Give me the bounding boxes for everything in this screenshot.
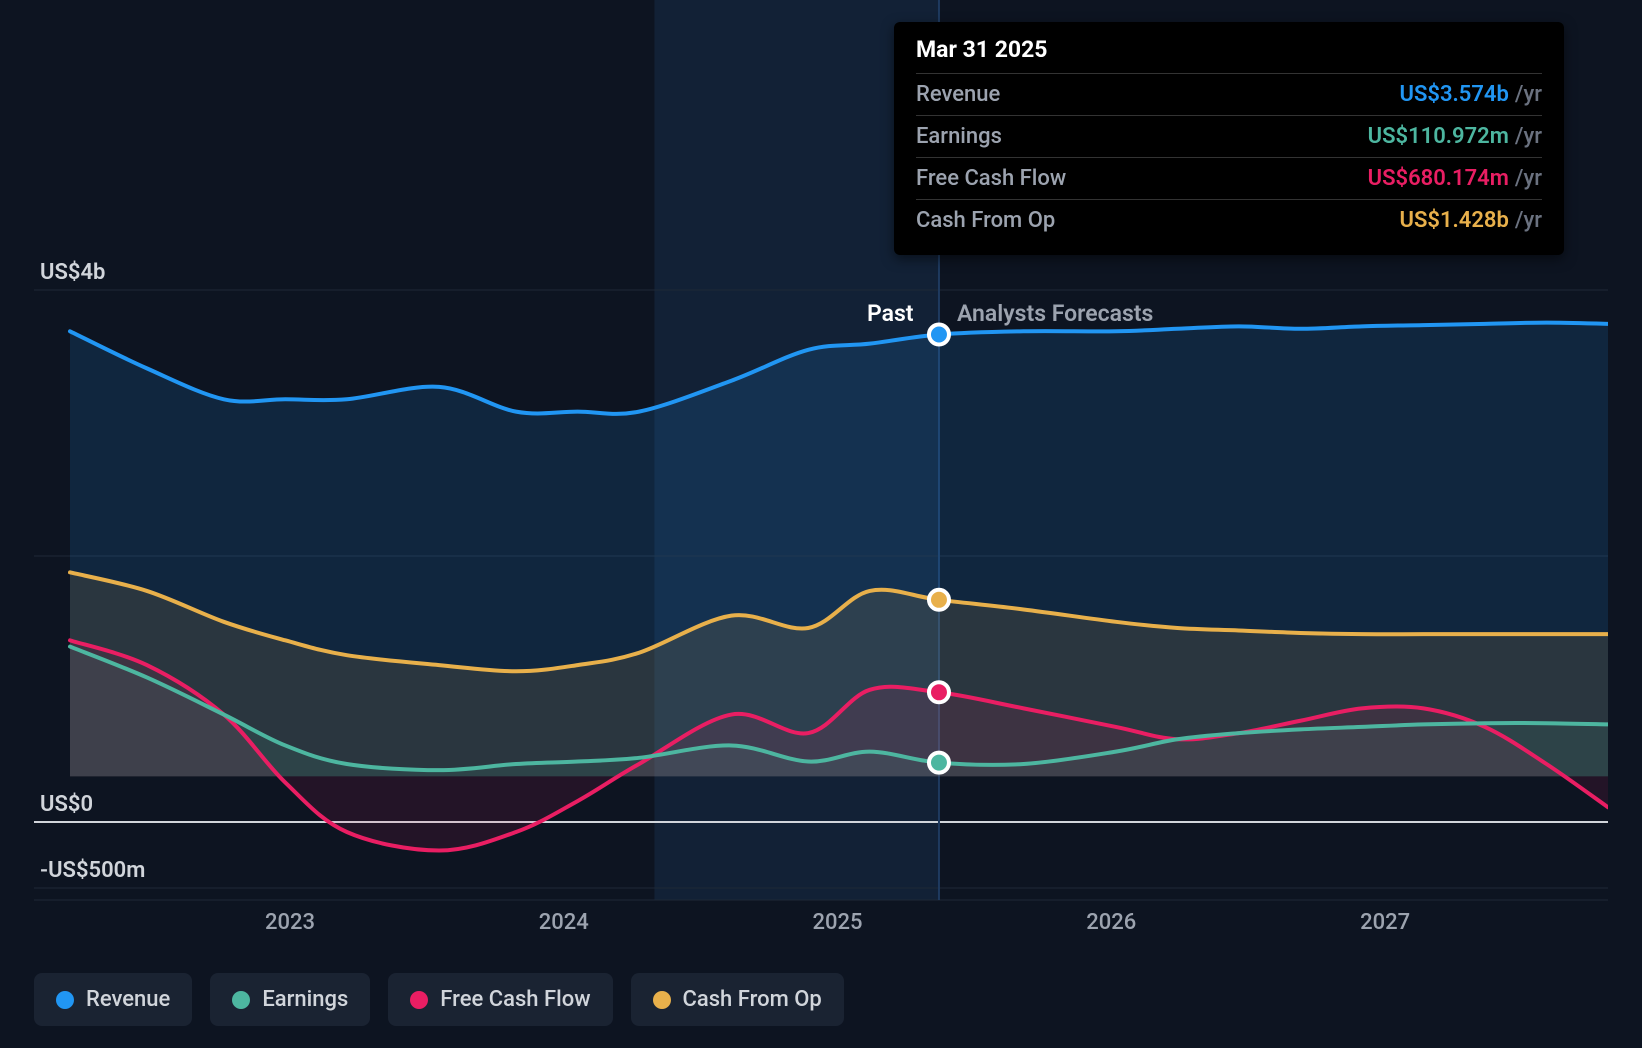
- legend-label: Revenue: [86, 987, 170, 1012]
- legend-dot-icon: [56, 991, 74, 1009]
- tooltip-value-wrap: US$1.428b/yr: [1400, 208, 1543, 233]
- legend-label: Free Cash Flow: [440, 987, 590, 1012]
- tooltip-label: Revenue: [916, 82, 1000, 107]
- x-axis-label: 2026: [1086, 910, 1136, 935]
- tooltip-value-wrap: US$3.574b/yr: [1400, 82, 1543, 107]
- legend-label: Cash From Op: [683, 987, 822, 1012]
- marker-revenue: [929, 324, 949, 344]
- tooltip-date: Mar 31 2025: [916, 36, 1542, 74]
- tooltip-unit: /yr: [1515, 82, 1542, 107]
- legend-dot-icon: [232, 991, 250, 1009]
- tooltip-row: Cash From Op US$1.428b/yr: [916, 200, 1542, 241]
- x-axis-label: 2025: [813, 910, 863, 935]
- legend-dot-icon: [653, 991, 671, 1009]
- legend-item-revenue[interactable]: Revenue: [34, 973, 192, 1026]
- marker-free_cash_flow: [929, 682, 949, 702]
- tooltip-value-wrap: US$680.174m/yr: [1368, 166, 1542, 191]
- legend-item-free_cash_flow[interactable]: Free Cash Flow: [388, 973, 612, 1026]
- tooltip-value: US$110.972m: [1368, 124, 1509, 149]
- legend-item-earnings[interactable]: Earnings: [210, 973, 370, 1026]
- legend-label: Earnings: [262, 987, 348, 1012]
- y-axis-label: US$4b: [40, 260, 105, 285]
- legend-dot-icon: [410, 991, 428, 1009]
- y-axis-label: -US$500m: [40, 858, 145, 883]
- tooltip-unit: /yr: [1515, 208, 1542, 233]
- tooltip-value: US$1.428b: [1400, 208, 1509, 233]
- legend-item-cash_from_op[interactable]: Cash From Op: [631, 973, 844, 1026]
- marker-cash_from_op: [929, 590, 949, 610]
- x-axis-label: 2024: [539, 910, 589, 935]
- tooltip-row: Revenue US$3.574b/yr: [916, 74, 1542, 116]
- tooltip-label: Cash From Op: [916, 208, 1055, 233]
- tooltip-row: Earnings US$110.972m/yr: [916, 116, 1542, 158]
- tooltip-row: Free Cash Flow US$680.174m/yr: [916, 158, 1542, 200]
- legend: Revenue Earnings Free Cash Flow Cash From O…: [34, 973, 844, 1026]
- x-axis-label: 2027: [1360, 910, 1410, 935]
- tooltip-label: Earnings: [916, 124, 1002, 149]
- past-label: Past: [867, 300, 914, 327]
- forecast-label: Analysts Forecasts: [957, 300, 1153, 327]
- tooltip-value: US$3.574b: [1400, 82, 1509, 107]
- tooltip: Mar 31 2025 Revenue US$3.574b/yr Earnings U…: [894, 22, 1564, 255]
- y-axis-label: US$0: [40, 792, 93, 817]
- tooltip-label: Free Cash Flow: [916, 166, 1066, 191]
- tooltip-value: US$680.174m: [1368, 166, 1509, 191]
- tooltip-unit: /yr: [1515, 124, 1542, 149]
- tooltip-unit: /yr: [1515, 166, 1542, 191]
- marker-earnings: [929, 753, 949, 773]
- x-axis-label: 2023: [265, 910, 315, 935]
- tooltip-value-wrap: US$110.972m/yr: [1368, 124, 1542, 149]
